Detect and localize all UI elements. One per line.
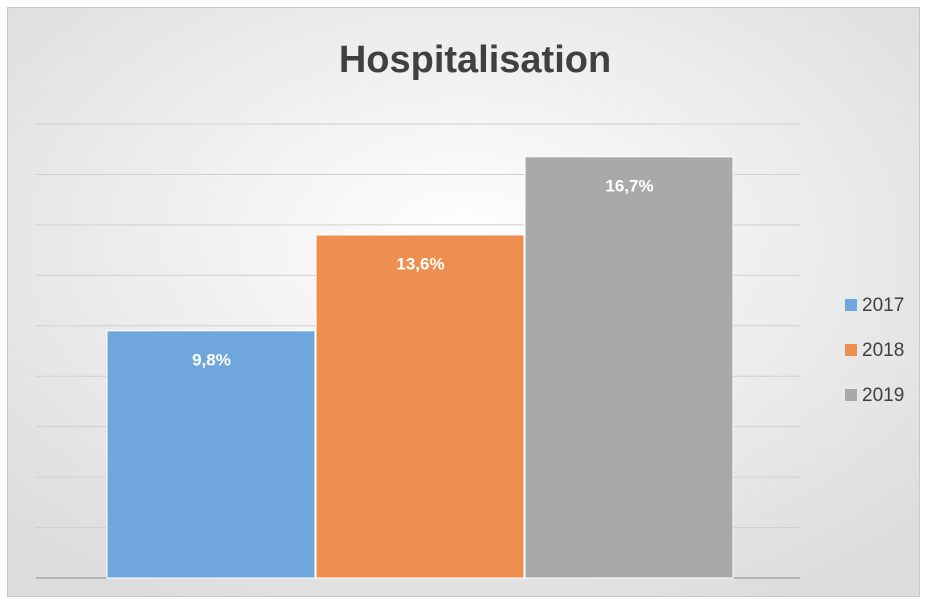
bar <box>315 234 525 579</box>
legend-swatch <box>845 299 857 311</box>
data-label: 16,7% <box>605 176 653 195</box>
data-label: 13,6% <box>396 254 444 273</box>
legend-label: 2018 <box>862 340 904 361</box>
legend-swatch <box>845 344 857 356</box>
legend-label: 2017 <box>862 295 904 316</box>
data-label: 9,8% <box>192 350 231 369</box>
legend-label: 2019 <box>862 385 904 406</box>
chart-title: Hospitalisation <box>339 39 611 81</box>
legend-swatch <box>845 389 857 401</box>
bar <box>524 156 734 579</box>
bar <box>106 330 316 579</box>
plot-area: 9,8% 13,6% 16,7% 2017 2018 2019 <box>36 123 904 579</box>
